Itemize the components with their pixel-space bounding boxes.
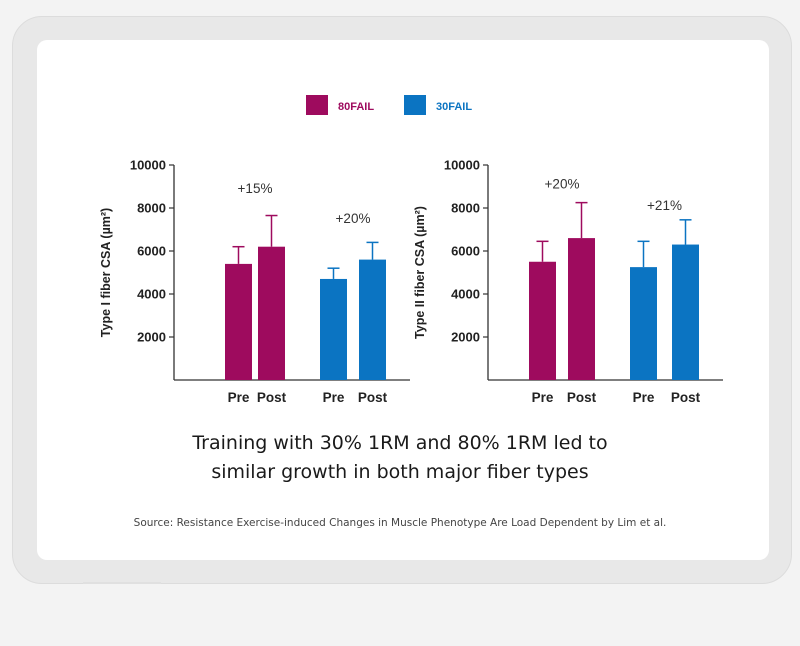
panel2-y-tick-label: 10000 [444, 158, 480, 173]
panel2-x-tick-label: Pre [532, 390, 554, 405]
panel1-x-tick-label: Post [257, 390, 287, 405]
panel1-x-tick-label: Pre [323, 390, 345, 405]
panel1-bar-80fail-post [258, 246, 285, 380]
caption-line-2: similar growth in both major fiber types [211, 461, 589, 483]
panel2-x-tick-label: Pre [633, 390, 655, 405]
panel2-y-axis-label: Type II fiber CSA (µm²) [413, 206, 427, 339]
panel2-x-tick-label: Post [567, 390, 597, 405]
panel2-annotation-30fail: +21% [647, 198, 682, 213]
panel2-bar-80fail-pre [529, 261, 556, 380]
panel1-y-axis-label: Type I fiber CSA (µm²) [99, 208, 113, 337]
panel1-x-tick-label: Pre [228, 390, 250, 405]
panel1-bar-80fail-pre [225, 263, 252, 380]
panel1-bar-30fail-post [359, 259, 386, 380]
panel1-y-tick-label: 8000 [137, 201, 166, 216]
panel1-y-tick-label: 6000 [137, 244, 166, 259]
panel1-y-tick-label: 4000 [137, 287, 166, 302]
legend-swatch-30fail [404, 95, 426, 115]
panel1-bar-30fail-pre [320, 278, 347, 380]
legend-label-30fail: 30FAIL [436, 101, 472, 113]
legend-swatch-80fail [306, 95, 328, 115]
panel1-x-tick-label: Post [358, 390, 388, 405]
panel2-y-tick-label: 2000 [451, 330, 480, 345]
panel1-annotation-80fail: +15% [238, 181, 273, 196]
panel1-annotation-30fail: +20% [336, 211, 371, 226]
panel2-x-tick-label: Post [671, 390, 701, 405]
panel2-bar-30fail-post [672, 244, 699, 380]
panel2-y-tick-label: 4000 [451, 287, 480, 302]
tablet-edge-mark [83, 582, 161, 584]
panel2-annotation-80fail: +20% [545, 177, 580, 192]
panel2-y-tick-label: 8000 [451, 201, 480, 216]
bar-chart-figure: 80FAIL 30FAIL 2000 4000 6000 8000 10000 Type I … [99, 95, 723, 405]
panel2-bar-30fail-pre [630, 267, 657, 380]
panel1-y-tick-label: 2000 [137, 330, 166, 345]
panel1-y-tick-label: 10000 [130, 158, 166, 173]
legend-label-80fail: 80FAIL [338, 101, 374, 113]
caption-line-1: Training with 30% 1RM and 80% 1RM led to [192, 432, 608, 454]
panel2-y-tick-label: 6000 [451, 244, 480, 259]
panel2-bar-80fail-post [568, 238, 595, 380]
source-citation: Source: Resistance Exercise-induced Chan… [133, 517, 667, 529]
